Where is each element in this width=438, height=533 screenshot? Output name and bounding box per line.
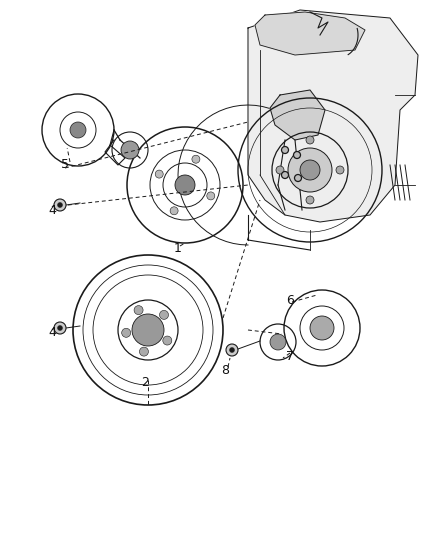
Circle shape (306, 136, 314, 144)
Circle shape (155, 170, 163, 178)
Text: 5: 5 (61, 157, 69, 171)
Circle shape (57, 326, 63, 330)
Text: 7: 7 (286, 350, 294, 362)
Circle shape (57, 203, 63, 207)
Polygon shape (270, 90, 325, 140)
Circle shape (306, 196, 314, 204)
Circle shape (134, 305, 143, 314)
Circle shape (163, 336, 172, 345)
Circle shape (207, 192, 215, 200)
Circle shape (159, 310, 169, 319)
Circle shape (230, 348, 234, 352)
Circle shape (139, 347, 148, 356)
Circle shape (122, 328, 131, 337)
Circle shape (293, 151, 300, 158)
Text: 2: 2 (141, 376, 149, 389)
Circle shape (70, 122, 86, 138)
Polygon shape (248, 10, 418, 222)
Circle shape (300, 160, 320, 180)
Circle shape (276, 166, 284, 174)
Circle shape (121, 141, 139, 159)
Circle shape (175, 175, 195, 195)
Circle shape (270, 334, 286, 350)
Polygon shape (255, 12, 365, 55)
Circle shape (310, 316, 334, 340)
Text: 4: 4 (48, 204, 56, 216)
Circle shape (54, 322, 66, 334)
Circle shape (192, 155, 200, 163)
Circle shape (288, 148, 332, 192)
Text: 6: 6 (286, 294, 294, 306)
Circle shape (336, 166, 344, 174)
Circle shape (282, 147, 289, 154)
Text: 4: 4 (48, 327, 56, 340)
Circle shape (282, 172, 289, 179)
Circle shape (170, 207, 178, 215)
Circle shape (226, 344, 238, 356)
Text: 1: 1 (174, 241, 182, 254)
Circle shape (54, 199, 66, 211)
Text: 8: 8 (221, 364, 229, 376)
Circle shape (294, 174, 301, 182)
Circle shape (132, 314, 164, 346)
